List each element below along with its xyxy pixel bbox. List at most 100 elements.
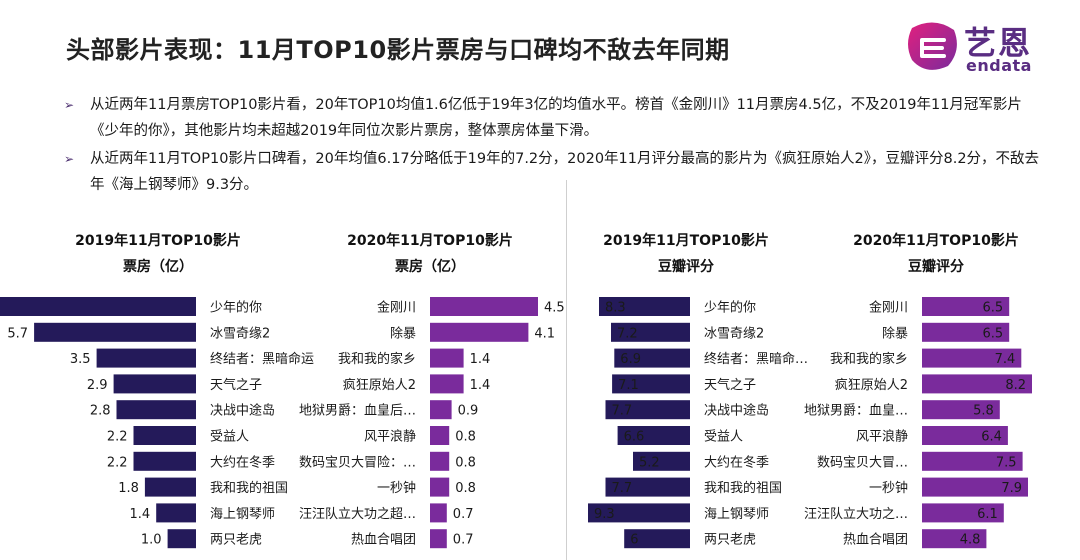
data-label: 2.8: [90, 404, 111, 419]
bullet-arrow-icon: ➢: [64, 152, 75, 166]
data-label: 6.6: [624, 430, 645, 445]
category-label: 地狱男爵：血皇…: [804, 404, 908, 419]
data-label: 9.3: [594, 507, 615, 522]
bar: [116, 400, 196, 420]
bar: [617, 426, 690, 445]
data-label: 0.8: [455, 430, 476, 445]
bar: [588, 503, 690, 523]
category-label: 冰雪奇缘2: [210, 325, 270, 341]
bar: [430, 426, 450, 445]
chart-header-2019-box: 2019年11月TOP10影片 票房（亿）: [38, 228, 278, 280]
category-label: 决战中途岛: [704, 403, 769, 419]
endata-logo: 艺恩 endata: [904, 18, 1054, 76]
section-divider: [566, 180, 567, 560]
bar: [430, 477, 450, 497]
category-label: 汪汪队立大功之超…: [299, 507, 416, 522]
category-label: 受益人: [210, 430, 249, 445]
data-label: 0.8: [455, 455, 476, 470]
bar: [0, 297, 196, 316]
data-label: 7.1: [618, 378, 639, 393]
category-label: 天气之子: [704, 377, 756, 393]
category-label: 汪汪队立大功之…: [804, 507, 908, 522]
data-label: 2.9: [87, 378, 108, 393]
bar: [430, 529, 447, 549]
bar: [133, 426, 196, 445]
data-label: 4.1: [534, 326, 555, 341]
chart-subtitle: 票房（亿）: [395, 259, 465, 275]
bar: [922, 529, 987, 549]
bullet-text: 从近两年11月TOP10影片口碑看，20年均值6.17分略低于19年的7.2分，…: [90, 151, 1040, 193]
category-label: 风平浪静: [364, 430, 416, 445]
chart-title: 2020年11月TOP10影片: [347, 233, 513, 249]
bar: [113, 374, 196, 394]
bar: [430, 400, 452, 420]
bar: [614, 348, 690, 368]
category-label: 冰雪奇缘2: [704, 325, 764, 341]
category-label: 天气之子: [210, 377, 262, 393]
bar: [96, 348, 196, 368]
data-label: 7.5: [996, 455, 1017, 470]
logo-cn-text: 艺恩: [964, 24, 1033, 62]
category-label: 疯狂原始人2: [343, 377, 416, 393]
chart-subtitle: 豆瓣评分: [658, 259, 714, 275]
bar: [612, 374, 690, 394]
bar: [605, 477, 690, 497]
chart-subtitle: 票房（亿）: [123, 259, 193, 275]
category-label: 风平浪静: [856, 430, 908, 445]
bar: [167, 529, 196, 549]
data-label: 5.2: [639, 455, 660, 470]
data-label: 6.5: [983, 301, 1004, 316]
data-label: 6.5: [983, 326, 1004, 341]
data-label: 7.9: [1001, 481, 1022, 496]
category-label: 终结者：黑暗命…: [704, 351, 808, 367]
bar: [430, 374, 464, 394]
category-label: 数码宝贝大冒…: [817, 455, 908, 470]
category-label: 决战中途岛: [210, 403, 275, 419]
bar: [922, 477, 1028, 497]
bar: [922, 503, 1004, 523]
bullet-rating: ➢ 从近两年11月TOP10影片口碑看，20年均值6.17分略低于19年的7.2…: [62, 146, 1042, 198]
bar: [624, 529, 690, 549]
category-label: 我和我的家乡: [338, 351, 416, 367]
data-label: 7.4: [995, 352, 1016, 367]
data-label: 6: [630, 533, 638, 548]
category-label: 我和我的祖国: [704, 480, 782, 496]
bar: [599, 297, 690, 316]
data-label: 7.2: [617, 326, 638, 341]
bar: [430, 348, 464, 368]
bar: [430, 503, 447, 523]
page-title: 头部影片表现：11月TOP10影片票房与口碑均不敌去年同期: [66, 36, 730, 64]
bar: [611, 322, 690, 342]
bar: [144, 477, 196, 497]
bar: [922, 400, 1000, 420]
bar: [430, 322, 529, 342]
category-label: 两只老虎: [210, 533, 262, 548]
data-label: 1.4: [130, 507, 151, 522]
bar: [430, 451, 450, 471]
data-label: 2.2: [107, 455, 128, 470]
bar: [605, 400, 690, 420]
bar: [922, 348, 1022, 368]
bullet-arrow-icon: ➢: [64, 98, 75, 112]
data-label: 5.8: [973, 404, 994, 419]
category-label: 地狱男爵：血皇后…: [299, 404, 416, 419]
bar: [430, 297, 538, 316]
data-label: 8.3: [605, 301, 626, 316]
chart-subtitle: 豆瓣评分: [908, 259, 964, 275]
category-label: 除暴: [390, 326, 416, 341]
category-label: 大约在冬季: [704, 454, 769, 470]
data-label: 1.8: [118, 481, 139, 496]
category-label: 海上钢琴师: [210, 507, 275, 522]
bar: [922, 374, 1032, 394]
data-label: 6.1: [977, 507, 998, 522]
bullet-text: 从近两年11月票房TOP10影片看，20年TOP10均值1.6亿低于19年3亿的…: [90, 97, 1022, 139]
category-label: 数码宝贝大冒险：…: [299, 455, 416, 470]
chart-header-2019-rating: 2019年11月TOP10影片 豆瓣评分: [566, 228, 806, 280]
category-label: 少年的你: [210, 300, 262, 316]
data-label: 5.7: [7, 326, 28, 341]
category-label: 我和我的家乡: [830, 351, 908, 367]
category-label: 一秒钟: [869, 480, 908, 496]
chart-header-2020-box: 2020年11月TOP10影片 票房（亿）: [310, 228, 550, 280]
bar: [156, 503, 196, 523]
category-label: 大约在冬季: [210, 454, 275, 470]
